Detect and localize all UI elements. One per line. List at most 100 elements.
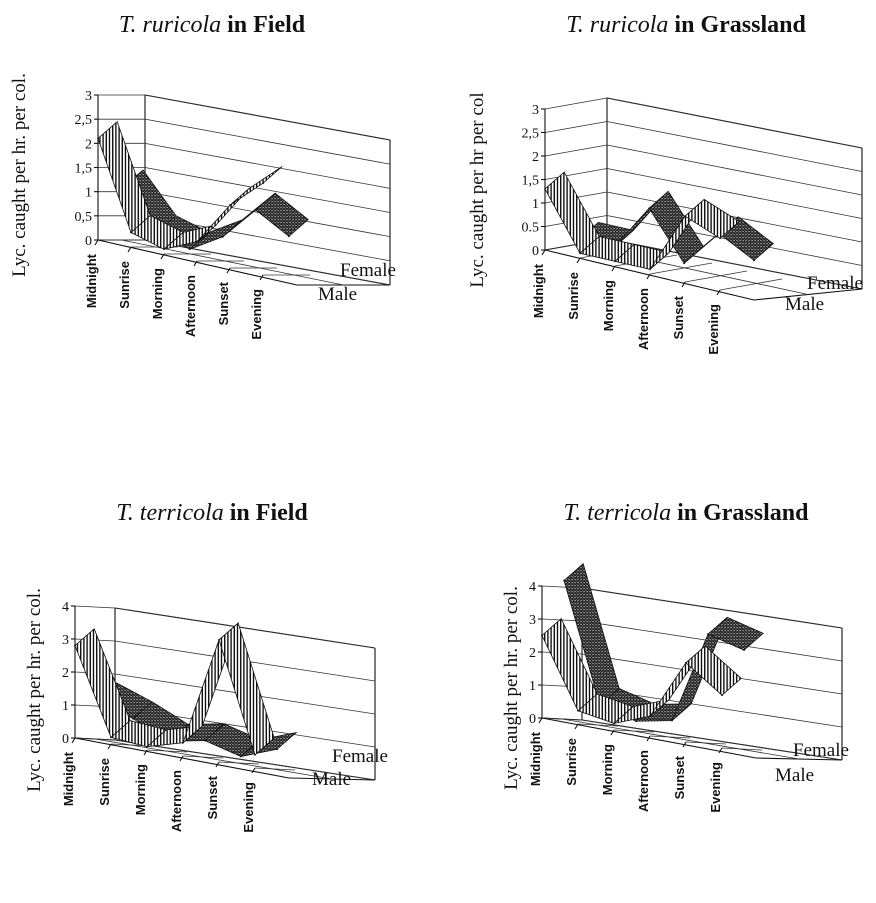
category-label-afternoon: Afternoon	[183, 275, 198, 337]
chart-title-habitat: in Grassland	[674, 12, 806, 38]
x-tick-mark	[538, 717, 543, 724]
point-male-morning	[163, 248, 165, 251]
x-tick-mark	[251, 767, 256, 774]
gridline-back-3	[606, 168, 863, 219]
y-tick-label: 0,5	[75, 210, 93, 225]
y-tick-label: 2	[62, 666, 69, 681]
floor-series-divider	[561, 718, 800, 760]
y-tick-label: 2,5	[75, 113, 93, 128]
point-male-midnight	[74, 644, 76, 647]
point-male-sunset	[684, 215, 686, 218]
category-label-evening: Evening	[706, 304, 721, 355]
gridline-back-6	[144, 94, 391, 141]
series-label-female: Female	[807, 273, 863, 294]
y-tick-label: 1	[85, 186, 92, 201]
category-label-sunset: Sunset	[672, 755, 687, 799]
point-female-sunrise	[132, 717, 134, 720]
series-label-female: Female	[332, 746, 388, 767]
y-tick-label: 1	[532, 197, 539, 212]
point-female-evening	[743, 649, 745, 651]
point-male-morning	[614, 260, 616, 263]
x-axis	[544, 249, 755, 301]
x-axis	[74, 737, 290, 779]
gridline-back-3	[144, 167, 391, 213]
category-label-sunset: Sunset	[671, 295, 686, 339]
point-male-sunrise	[130, 231, 132, 234]
chart-panel-2: 0 0.5 1 1,5 2 2,5 3 Midnight Sunrise Morning After…	[467, 12, 863, 355]
point-male-sunrise	[110, 736, 112, 739]
ribbon-male-segment-5	[218, 622, 275, 756]
point-female-evening	[753, 259, 755, 262]
point-male-midnight	[544, 188, 546, 190]
chart-panel-1: 0 0,5 1 1,5 2 2,5 3 Midnight Sunrise Morning After…	[9, 12, 396, 340]
y-tick-label: 1,5	[75, 162, 93, 177]
point-male-evening	[721, 694, 723, 697]
gridline-back-0	[606, 238, 863, 290]
x-tick-mark	[71, 737, 76, 744]
floor-gridline-4	[684, 270, 748, 283]
floor-series-divider	[121, 239, 344, 286]
floor-gridline-3	[649, 262, 713, 275]
category-label-morning: Morning	[133, 764, 148, 815]
gridline-back-0	[581, 719, 843, 761]
chart-title-species: T. terricola	[116, 500, 230, 526]
point-female-evening	[276, 748, 278, 751]
x-axis	[541, 717, 757, 759]
point-female-morning	[188, 248, 191, 251]
point-male-morning	[613, 722, 615, 725]
y-tick-label: 3	[529, 613, 536, 628]
category-label-sunset: Sunset	[205, 775, 220, 819]
category-label-evening: Evening	[708, 762, 723, 813]
chart-title: T. ruricola in Field	[119, 12, 306, 38]
gridline-back-4	[606, 144, 863, 196]
y-tick-label: 2	[529, 646, 536, 661]
y-tick-label: 0.5	[522, 221, 540, 236]
y-tick-label: 3	[85, 89, 92, 104]
y-tick-label: 4	[62, 600, 69, 615]
gridline-back-4	[144, 142, 391, 189]
gridline-left-4	[544, 144, 608, 157]
chart-title-habitat: in Grassland	[677, 500, 809, 526]
chart-title-habitat: in Field	[230, 500, 309, 526]
y-tick-label: 2	[532, 150, 539, 165]
point-female-afternoon	[671, 719, 673, 722]
category-label-evening: Evening	[249, 289, 264, 340]
y-tick-label: 2	[85, 137, 92, 152]
point-male-afternoon	[649, 715, 651, 718]
point-female-sunset	[254, 209, 257, 211]
gridline-back-2	[606, 191, 863, 243]
x-axis	[97, 239, 298, 286]
point-male-sunset	[685, 661, 687, 664]
chart-title: T. terricola in Grassland	[564, 500, 810, 526]
x-tick-mark	[179, 755, 184, 762]
x-tick-mark	[94, 239, 99, 246]
point-female-sunset	[240, 755, 242, 758]
series-label-male: Male	[318, 284, 357, 305]
y-tick-label: 3	[532, 103, 539, 118]
series-label-female: Female	[793, 740, 849, 761]
category-label-midnight: Midnight	[84, 253, 99, 308]
series-label-male: Male	[312, 769, 351, 790]
category-label-sunrise: Sunrise	[97, 758, 112, 806]
x-tick-mark	[716, 289, 721, 296]
floor-series-divider	[94, 738, 333, 780]
x-tick-mark	[226, 267, 231, 274]
y-axis-label: Lyc. caught per hr per col	[467, 92, 488, 287]
gridline-left-3	[544, 168, 608, 180]
chart-title-species: T. ruricola	[566, 12, 674, 38]
y-axis-label: Lyc. caught per hr. per col.	[501, 586, 522, 790]
ribbon-female-segment-5	[255, 192, 309, 237]
chart-panel-4: 0 1 2 3 4 Midnight Sunrise Morning Afternoon Suns…	[501, 500, 849, 813]
category-label-midnight: Midnight	[61, 751, 76, 806]
point-female-morning	[635, 720, 637, 723]
chart-title-species: T. ruricola	[119, 12, 227, 38]
ribbon-female-segment-5	[707, 616, 764, 651]
point-female-afternoon	[221, 235, 224, 238]
y-tick-label: 0	[62, 732, 69, 747]
y-tick-label: 1	[529, 679, 536, 694]
y-tick-label: 0	[529, 712, 536, 727]
chart-title-species: T. terricola	[564, 500, 678, 526]
category-label-afternoon: Afternoon	[636, 750, 651, 812]
x-tick-mark	[646, 735, 651, 742]
